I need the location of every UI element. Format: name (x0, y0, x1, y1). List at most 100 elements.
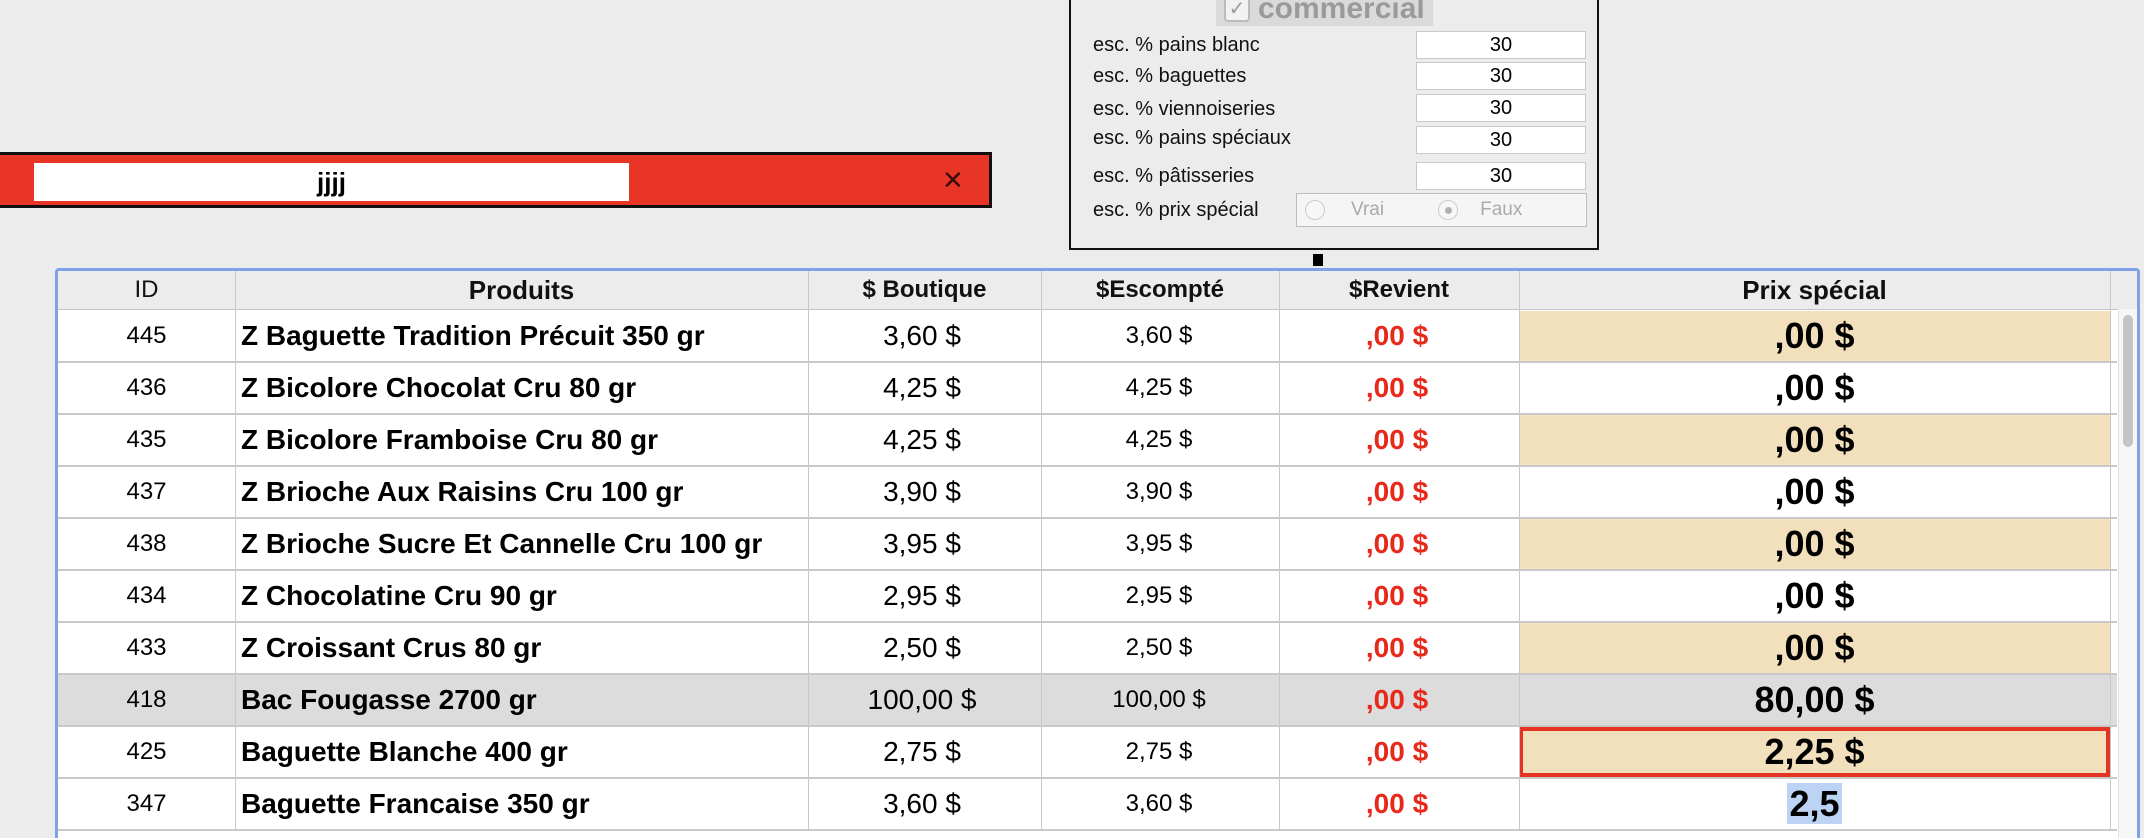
cell-revient: ,00 $ (1365, 528, 1429, 559)
cell-escompte: 3,60 $ (1125, 790, 1193, 817)
table-header: ID Produits $ Boutique $Escompté $Revien… (58, 271, 2137, 310)
cell-prix-special[interactable]: ,00 $ (1774, 471, 1855, 512)
cell-revient: ,00 $ (1365, 476, 1429, 507)
baguettes-field[interactable]: 30 (1416, 62, 1586, 90)
cell-revient: ,00 $ (1365, 632, 1429, 663)
pains-blanc-field[interactable]: 30 (1416, 31, 1586, 59)
discount-settings-panel: ✓ commercial esc. % pains blanc 30 esc. … (1069, 0, 1599, 250)
table-row[interactable]: 436 Z Bicolore Chocolat Cru 80 gr 4,25 $ 4,… (58, 363, 2117, 415)
search-input[interactable] (34, 163, 629, 201)
column-header-revient[interactable]: $Revient (1348, 276, 1450, 303)
column-header-produits[interactable]: Produits (468, 275, 575, 305)
column-header-id[interactable]: ID (134, 276, 159, 303)
cell-escompte: 4,25 $ (1125, 374, 1193, 401)
prix-special-radio-group: Vrai Faux (1296, 193, 1587, 227)
cell-escompte: 2,50 $ (1125, 634, 1193, 661)
cell-boutique: 4,25 $ (883, 424, 961, 455)
cell-produit: Baguette Blanche 400 gr (241, 736, 568, 767)
checkmark-icon: ✓ (1224, 0, 1250, 22)
patisseries-field[interactable]: 30 (1416, 162, 1586, 190)
cell-id: 436 (126, 374, 167, 401)
cell-prix-special[interactable]: 2,5 (1519, 779, 2110, 829)
cell-escompte: 4,25 $ (1125, 426, 1193, 453)
column-header-escompte[interactable]: $Escompté (1095, 276, 1225, 303)
column-header-prix-special[interactable]: Prix spécial (1742, 275, 1887, 305)
prix-special-label: esc. % prix spécial (1093, 199, 1259, 221)
baguettes-label: esc. % baguettes (1093, 65, 1247, 87)
cell-id: 434 (126, 582, 167, 609)
table-row[interactable]: 425 Baguette Blanche 400 gr 2,75 $ 2,75 $ ,0… (58, 727, 2117, 779)
radio-faux-label: Faux (1480, 199, 1523, 220)
cell-boutique: 4,25 $ (883, 372, 961, 403)
cell-prix-special[interactable]: ,00 $ (1774, 575, 1855, 616)
cell-id: 418 (126, 686, 167, 713)
cell-prix-special[interactable]: 2,25 $ (1519, 727, 2110, 777)
column-divider (1519, 271, 1520, 831)
pains-speciaux-field[interactable]: 30 (1416, 126, 1586, 154)
column-divider (1279, 271, 1280, 831)
table-row[interactable]: 347 Baguette Francaise 350 gr 3,60 $ 3,60 $… (58, 779, 2117, 831)
pains-blanc-label: esc. % pains blanc (1093, 34, 1260, 56)
pains-speciaux-label: esc. % pains spéciaux (1093, 127, 1291, 149)
radio-vrai[interactable] (1305, 200, 1325, 220)
cell-produit: Z Croissant Crus 80 gr (241, 632, 542, 663)
cell-escompte: 100,00 $ (1112, 686, 1206, 713)
column-header-boutique[interactable]: $ Boutique (862, 276, 987, 303)
cell-boutique: 2,75 $ (883, 736, 961, 767)
cell-id: 437 (126, 478, 167, 505)
cell-revient: ,00 $ (1365, 424, 1429, 455)
radio-faux[interactable] (1438, 200, 1459, 220)
cell-boutique: 100,00 $ (867, 684, 977, 715)
cell-prix-special[interactable]: ,00 $ (1519, 623, 2110, 673)
cell-produit: Z Brioche Aux Raisins Cru 100 gr (241, 476, 684, 507)
table-row[interactable]: 418 Bac Fougasse 2700 gr 100,00 $ 100,00 $,… (58, 675, 2117, 727)
cell-escompte: 3,60 $ (1125, 322, 1193, 349)
patisseries-label: esc. % pâtisseries (1093, 165, 1255, 187)
cell-id: 433 (126, 634, 167, 661)
cell-id: 425 (126, 738, 167, 765)
close-icon[interactable]: ✕ (942, 165, 964, 195)
table-row[interactable]: 438 Z Brioche Sucre Et Cannelle Cru 100 g… (58, 519, 2117, 571)
table-row[interactable]: 437 Z Brioche Aux Raisins Cru 100 gr 3,90 … (58, 467, 2117, 519)
cell-escompte: 3,90 $ (1125, 478, 1193, 505)
cell-produit: Z Brioche Sucre Et Cannelle Cru 100 gr (241, 528, 763, 559)
table-row[interactable]: 435 Z Bicolore Framboise Cru 80 gr 4,25 $ 4… (58, 415, 2117, 467)
cell-revient: ,00 $ (1365, 736, 1429, 767)
cell-produit: Z Bicolore Chocolat Cru 80 gr (241, 372, 637, 403)
cell-id: 347 (126, 790, 167, 817)
cell-produit: Z Chocolatine Cru 90 gr (241, 580, 557, 611)
cell-prix-special[interactable]: ,00 $ (1519, 519, 2110, 569)
cell-boutique: 3,95 $ (883, 528, 961, 559)
column-divider (808, 271, 809, 831)
table-row[interactable]: 434 Z Chocolatine Cru 90 gr 2,95 $ 2,95 $ ,0… (58, 571, 2117, 623)
scrollbar-thumb[interactable] (2123, 315, 2133, 447)
cell-prix-special[interactable]: ,00 $ (1519, 311, 2110, 361)
cell-produit: Baguette Francaise 350 gr (241, 788, 590, 819)
cell-revient: ,00 $ (1365, 788, 1429, 819)
viennoiseries-label: esc. % viennoiseries (1093, 98, 1276, 120)
table-row[interactable]: 433 Z Croissant Crus 80 gr 2,50 $ 2,50 $ ,00… (58, 623, 2117, 675)
prix-special-edit-text[interactable]: 2,5 (1787, 783, 1842, 824)
cell-boutique: 3,60 $ (883, 788, 961, 819)
cell-id: 435 (126, 426, 167, 453)
cell-boutique: 2,50 $ (883, 632, 961, 663)
cell-revient: ,00 $ (1365, 684, 1429, 715)
panel-resize-handle[interactable] (1313, 254, 1323, 266)
cell-escompte: 3,95 $ (1125, 530, 1193, 557)
cell-prix-special[interactable]: ,00 $ (1519, 415, 2110, 465)
table-row[interactable]: 445 Z Baguette Tradition Précuit 350 gr 3,… (58, 311, 2117, 363)
viennoiseries-field[interactable]: 30 (1416, 94, 1586, 122)
cell-boutique: 2,95 $ (883, 580, 961, 611)
search-bar: ✕ (0, 152, 992, 208)
cell-prix-special[interactable]: 80,00 $ (1754, 679, 1875, 720)
cell-id: 445 (126, 322, 167, 349)
cell-prix-special[interactable]: ,00 $ (1774, 367, 1855, 408)
cell-produit: Z Baguette Tradition Précuit 350 gr (241, 320, 705, 351)
column-divider (235, 271, 236, 831)
cell-revient: ,00 $ (1365, 372, 1429, 403)
cell-boutique: 3,60 $ (883, 320, 961, 351)
commercial-checkbox[interactable]: ✓ commercial (1216, 0, 1433, 26)
commercial-label: commercial (1258, 0, 1425, 25)
column-divider (1041, 271, 1042, 831)
cell-escompte: 2,75 $ (1125, 738, 1193, 765)
